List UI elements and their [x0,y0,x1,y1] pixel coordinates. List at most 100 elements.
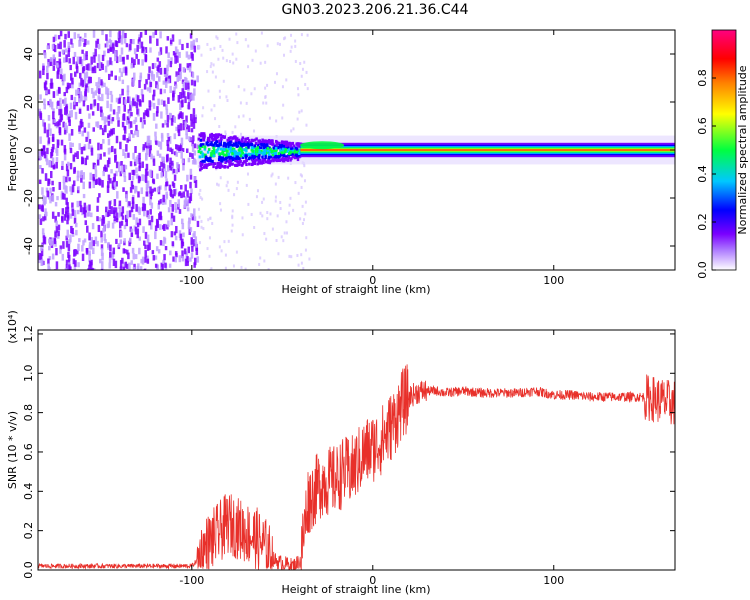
spectrogram-noise-cell [103,223,106,232]
spectrogram-sparse-cell [292,127,295,131]
spectrogram-sparse-cell [224,130,227,134]
spectrogram-sparse-cell [303,60,306,64]
spectrogram-noise-cell [165,46,168,54]
spectrogram-sparse-cell [261,214,264,218]
spectrogram-noise-cell [47,115,51,121]
spectrogram-band-cell [263,144,267,148]
spectrogram-sparse-cell [243,88,246,92]
spectrogram-noise-cell [122,164,126,173]
spectrogram-noise-cell [88,204,91,211]
spectrogram-noise-cell [186,207,190,212]
spectrogram-sparse-cell [209,216,212,220]
spectrogram-band-cell [214,134,217,138]
spectrogram-sparse-cell [217,57,220,61]
spectrogram-noise-cell [169,85,172,94]
spectrogram-noise-cell [64,48,68,53]
spectrogram-noise-cell [131,247,135,254]
spectrogram-sparse-cell [227,188,230,192]
spectrogram-noise-cell [169,250,172,256]
spectrogram-noise-cell [119,260,123,268]
spectrogram-band-cell [208,139,211,143]
spectrogram-noise-cell [161,263,164,270]
spectrogram-noise-cell [170,118,174,126]
spectrogram-noise-cell [159,199,163,204]
spectrogram-noise-cell [61,165,64,170]
spectrogram-band-cell [257,159,261,163]
spectrogram-band-cell [237,138,241,142]
spectrogram-band-cell [221,134,225,138]
spectrogram-sparse-cell [283,53,286,57]
spectrogram-band-cell [223,165,226,169]
spectrogram-band-cell [239,154,243,158]
spectrogram-band-cell [218,152,222,156]
spectrogram-noise-cell [121,215,125,220]
spectrogram-sparse-cell [221,48,224,52]
spectrogram-band-cell [220,156,223,160]
spectrogram-noise-cell [162,160,165,169]
spectrogram-noise-cell [39,155,43,161]
spectrogram-band-cell [239,140,242,144]
spectrogram-noise-cell [72,258,76,265]
spectrogram-noise-cell [76,56,80,64]
spectrogram-noise-cell [90,87,94,94]
spectrogram-noise-cell [41,228,45,235]
spectrogram-noise-cell [135,53,138,59]
spectrogram-band-cell [214,162,217,166]
spectrogram-noise-cell [107,120,111,126]
spectrogram-band-cell [293,149,297,153]
spectrogram-noise-cell [43,98,46,106]
spectrogram-band-cell [251,158,254,162]
spectrogram-band-cell [277,152,280,156]
spectrogram-noise-cell [61,49,65,54]
spectrogram-noise-cell [185,77,188,83]
spectrogram-band-cell [212,143,215,147]
spectrogram-band-cell [247,139,251,143]
spectrogram-noise-cell [55,220,58,227]
spectrogram-noise-cell [107,180,110,188]
spectrogram-noise-cell [194,242,198,248]
spectrogram-noise-cell [55,149,59,156]
spectrogram-noise-cell [110,61,114,66]
spectrogram-band-cell [285,144,288,148]
spectrogram-noise-cell [169,199,172,207]
spectrogram-noise-cell [44,173,48,181]
spectrogram-noise-cell [120,47,124,55]
spectrogram-sparse-cell [247,65,250,69]
spectrogram-noise-cell [192,135,195,142]
spectrogram-band-cell [229,140,232,144]
spectrogram-noise-cell [163,223,166,231]
spectrogram-sparse-cell [217,183,220,187]
spectrogram-noise-cell [159,47,163,55]
spectrogram-band-cell [222,157,226,161]
spectrogram-band-cell [264,156,267,160]
spectrogram-noise-cell [43,236,47,245]
spectrogram-band-cell [198,133,201,137]
spectrogram-noise-cell [87,268,90,270]
spectrogram-band-cell [265,143,269,147]
spectrogram-noise-cell [140,187,144,195]
spectrogram-band-cell [198,145,201,149]
spectrogram-noise-cell [77,243,80,251]
spectrogram-noise-cell [182,81,185,86]
spectrogram-noise-cell [52,164,56,170]
spectrogram-noise-cell [93,99,97,106]
spectrogram-noise-cell [43,52,47,59]
spectrogram-noise-cell [152,94,155,101]
spectrogram-noise-cell [99,153,102,160]
spectrogram-noise-cell [106,40,109,48]
spectrogram-band-cell [248,162,251,166]
spectrogram-noise-cell [104,124,107,133]
spectrogram-sparse-cell [300,185,303,189]
spectrogram-noise-cell [126,249,129,255]
spectrogram-sparse-cell [224,266,227,270]
spectrogram-noise-cell [181,222,185,230]
spectrogram-noise-cell [46,45,50,50]
spectrogram-sparse-cell [211,70,214,74]
spectrogram-noise-cell [167,97,170,104]
spectrogram-noise-cell [84,32,87,38]
spectrogram-band-cell [261,143,265,147]
spectrogram-noise-cell [179,71,182,80]
spectrogram-noise-cell [177,114,181,120]
spectrogram-noise-cell [110,70,113,77]
